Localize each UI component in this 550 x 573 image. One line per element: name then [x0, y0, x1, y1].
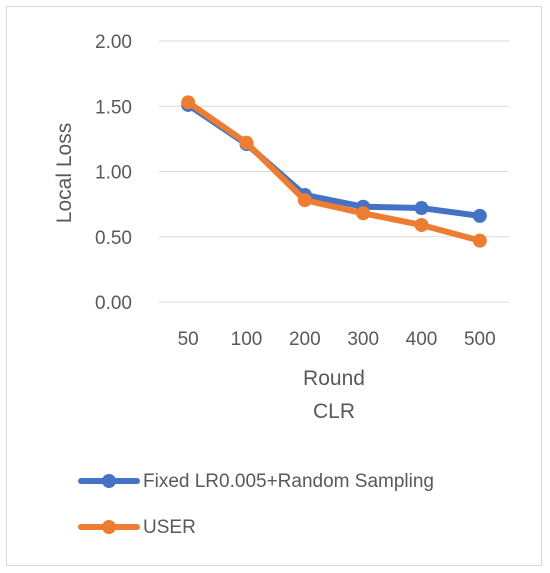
series-2 [181, 95, 487, 248]
legend-entry: Fixed LR0.005+Random Sampling [78, 471, 434, 492]
line-chart: 0.00 0.50 1.00 1.50 2.00 50 100 200 300 400 500 L… [53, 32, 509, 538]
legend-label: USER [143, 517, 196, 538]
data-point [472, 233, 487, 248]
x-tick-label: 100 [231, 329, 263, 350]
legend: Fixed LR0.005+Random Sampling USER [78, 471, 434, 538]
x-tick-label: 400 [406, 329, 438, 350]
x-tick-label: 300 [347, 329, 379, 350]
y-tick-label: 0.50 [95, 228, 132, 249]
legend-label: Fixed LR0.005+Random Sampling [143, 471, 434, 492]
y-tick-label: 1.50 [95, 97, 132, 118]
y-tick-label: 1.00 [95, 163, 132, 184]
data-point [239, 135, 254, 150]
legend-entry: USER [78, 517, 196, 538]
y-tick-label: 2.00 [95, 32, 132, 53]
chart-subtitle: CLR [313, 400, 355, 423]
x-tick-label: 50 [178, 329, 199, 350]
data-point [414, 218, 429, 233]
legend-marker [102, 474, 116, 488]
x-tick-label: 500 [464, 329, 496, 350]
chart-frame: 0.00 0.50 1.00 1.50 2.00 50 100 200 300 400 500 L… [6, 6, 542, 566]
y-tick-labels: 0.00 0.50 1.00 1.50 2.00 [95, 32, 132, 314]
data-point [356, 206, 371, 221]
series-line [185, 101, 483, 219]
data-point [181, 95, 196, 110]
series-line [185, 99, 483, 244]
legend-marker [102, 520, 116, 534]
x-tick-labels: 50 100 200 300 400 500 [178, 329, 496, 350]
gridlines [159, 40, 509, 303]
data-point [472, 208, 487, 223]
y-tick-label: 0.00 [95, 293, 132, 314]
x-tick-label: 200 [289, 329, 321, 350]
series-lines [181, 95, 487, 248]
y-axis-label: Local Loss [53, 123, 76, 223]
data-point [297, 193, 312, 208]
data-point [414, 201, 429, 216]
x-axis-label: Round [303, 367, 365, 390]
